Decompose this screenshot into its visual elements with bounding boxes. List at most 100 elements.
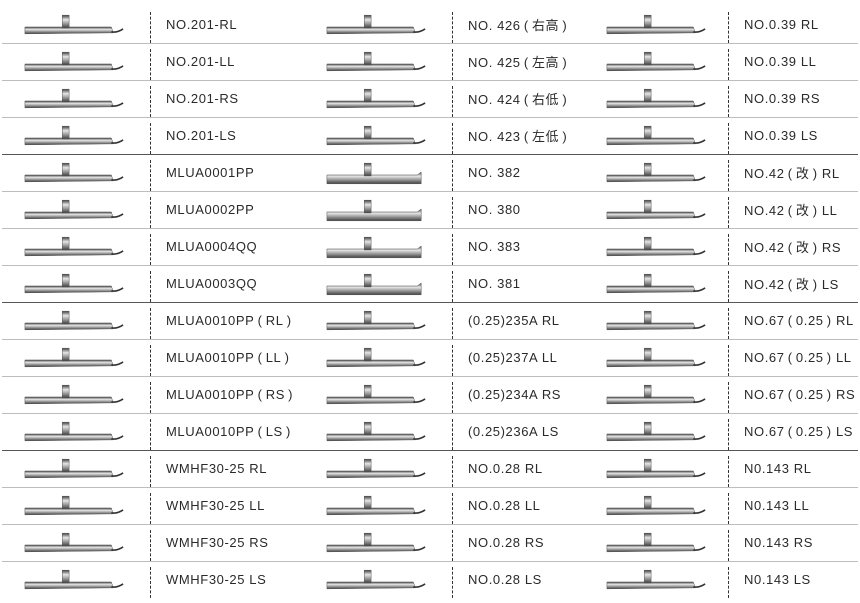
dashed-column-divider	[728, 123, 729, 154]
part-number-label: N0.143 LL	[744, 498, 810, 513]
blade-image-cell	[304, 154, 450, 191]
dashed-column-divider	[452, 456, 453, 487]
blade-icon	[24, 421, 124, 441]
group-divider	[2, 302, 858, 303]
part-number-label: NO.0.28 LS	[468, 572, 542, 587]
dashed-column-divider	[452, 271, 453, 302]
part-number-label: NO. 380	[468, 202, 521, 217]
dashed-column-divider	[452, 160, 453, 191]
part-number-label: NO.0.28 RS	[468, 535, 545, 550]
group-divider	[2, 154, 858, 155]
dashed-column-divider	[452, 382, 453, 413]
blade-icon	[606, 14, 706, 34]
dashed-column-divider	[150, 234, 151, 265]
dashed-column-divider	[150, 382, 151, 413]
blade-image-cell	[304, 228, 450, 265]
part-number-label: N0.143 RS	[744, 535, 813, 550]
blade-image-cell	[304, 561, 450, 598]
dashed-column-divider	[452, 197, 453, 228]
part-number-label: (0.25)236A LS	[468, 424, 559, 439]
part-number-label: NO.201-RL	[166, 17, 238, 32]
blade-icon	[24, 236, 124, 256]
blade-image-cell	[587, 265, 727, 302]
catalog-row: MLUA0010PP ( RL ) (0.25)235A RL NO.67 ( 0.…	[2, 302, 858, 339]
part-number-label: NO. 381	[468, 276, 521, 291]
blade-image-cell	[2, 80, 148, 117]
blade-image-cell	[587, 228, 727, 265]
blade-image-cell	[2, 154, 148, 191]
dashed-column-divider	[150, 308, 151, 339]
blade-image-cell	[304, 487, 450, 524]
dashed-column-divider	[150, 49, 151, 80]
dashed-column-divider	[452, 12, 453, 43]
blade-image-cell	[304, 80, 450, 117]
blade-icon	[606, 273, 706, 293]
catalog-row: NO.201-RL NO. 426 ( 右高 ) NO.0.39 RL	[2, 6, 858, 43]
row-divider	[2, 524, 858, 525]
part-number-label: (0.25)235A RL	[468, 313, 560, 328]
part-number-label: N0.143 LS	[744, 572, 811, 587]
blade-image-cell	[2, 376, 148, 413]
dashed-column-divider	[150, 160, 151, 191]
part-number-label: (0.25)234A RS	[468, 387, 562, 402]
dashed-column-divider	[728, 49, 729, 80]
blade-icon	[326, 125, 426, 145]
blade-icon	[24, 458, 124, 478]
catalog-row: MLUA0002PP NO. 380 NO.42 ( 改 ) LL	[2, 191, 858, 228]
catalog-row: NO.201-LL NO. 425 ( 左高 ) NO.0.39 LL	[2, 43, 858, 80]
dashed-column-divider	[728, 86, 729, 117]
row-divider	[2, 117, 858, 118]
catalog-row: MLUA0010PP ( LL ) (0.25)237A LL NO.67 ( 0.…	[2, 339, 858, 376]
dashed-column-divider	[728, 197, 729, 228]
blade-icon	[24, 310, 124, 330]
dashed-column-divider	[728, 456, 729, 487]
dashed-column-divider	[728, 308, 729, 339]
catalog-row: WMHF30-25 RL NO.0.28 RL N0.143 RL	[2, 450, 858, 487]
blade-icon	[606, 162, 706, 182]
dashed-column-divider	[728, 160, 729, 191]
blade-icon	[326, 51, 426, 71]
blade-image-cell	[304, 191, 450, 228]
row-divider	[2, 376, 858, 377]
blade-image-cell	[587, 154, 727, 191]
part-number-label: NO.0.39 RL	[744, 17, 819, 32]
blade-icon	[24, 162, 124, 182]
dashed-column-divider	[452, 493, 453, 524]
blade-icon	[24, 384, 124, 404]
part-number-label: WMHF30-25 RL	[166, 461, 268, 476]
blade-icon	[24, 532, 124, 552]
dashed-column-divider	[452, 234, 453, 265]
part-number-label: NO.42 ( 改 ) LL	[744, 203, 838, 218]
blade-image-cell	[304, 43, 450, 80]
part-number-label: N0.143 RL	[744, 461, 812, 476]
row-divider	[2, 561, 858, 562]
dashed-column-divider	[150, 567, 151, 598]
blade-icon	[24, 495, 124, 515]
blade-image-cell	[587, 487, 727, 524]
blade-image-cell	[304, 376, 450, 413]
part-number-label: NO. 382	[468, 165, 521, 180]
blade-icon	[606, 310, 706, 330]
blade-icon	[326, 88, 426, 108]
part-number-label: MLUA0010PP ( RL )	[166, 313, 292, 328]
part-number-label: WMHF30-25 RS	[166, 535, 269, 550]
part-number-label: WMHF30-25 LS	[166, 572, 267, 587]
blade-icon	[606, 569, 706, 589]
blade-image-cell	[2, 561, 148, 598]
blade-icon	[24, 51, 124, 71]
dashed-column-divider	[150, 345, 151, 376]
blade-image-cell	[304, 413, 450, 450]
row-divider	[2, 413, 858, 414]
blade-image-cell	[587, 450, 727, 487]
blade-image-cell	[304, 302, 450, 339]
blade-image-cell	[304, 450, 450, 487]
dashed-column-divider	[452, 86, 453, 117]
part-number-label: MLUA0002PP	[166, 202, 255, 217]
blade-icon	[326, 162, 422, 184]
dashed-column-divider	[452, 308, 453, 339]
part-number-label: NO.42 ( 改 ) RS	[744, 240, 842, 255]
dashed-column-divider	[150, 12, 151, 43]
part-number-label: NO.201-LS	[166, 128, 237, 143]
dashed-column-divider	[728, 234, 729, 265]
catalog-row: WMHF30-25 LL NO.0.28 LL N0.143 LL	[2, 487, 858, 524]
